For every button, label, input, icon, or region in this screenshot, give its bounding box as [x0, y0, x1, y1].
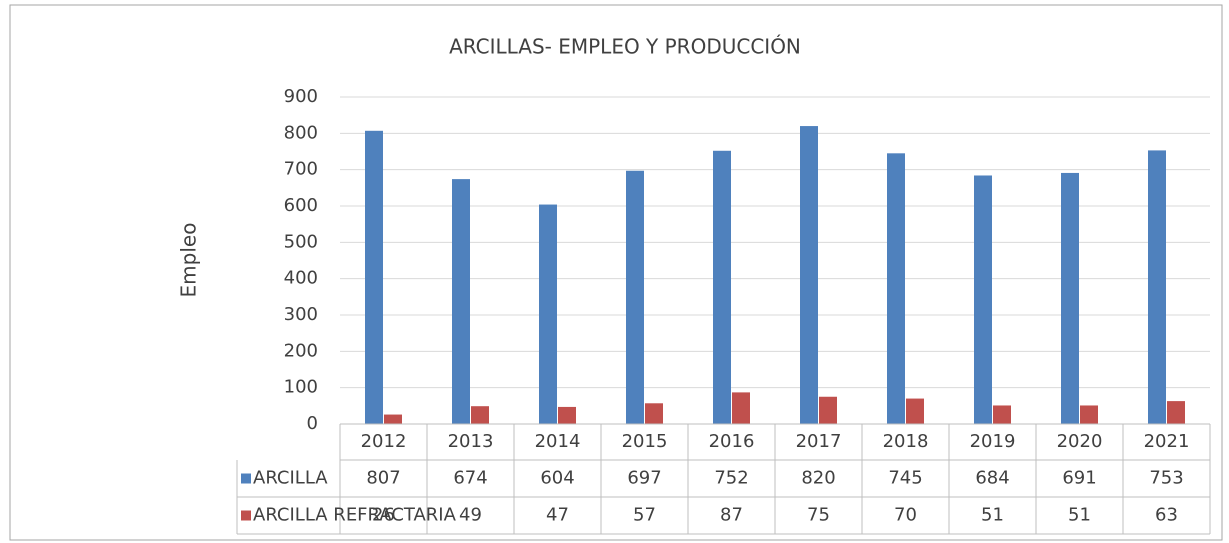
table-value: 807	[366, 468, 400, 489]
table-value: 691	[1062, 468, 1096, 489]
bar	[1080, 405, 1098, 424]
table-value: 752	[714, 468, 748, 489]
y-tick-label: 200	[284, 340, 318, 361]
table-value: 26	[372, 505, 395, 526]
y-tick-label: 600	[284, 195, 318, 216]
table-value: 49	[459, 505, 482, 526]
table-value: 820	[801, 468, 835, 489]
x-tick-label: 2016	[709, 431, 755, 452]
bar	[819, 396, 837, 424]
x-tick-label: 2019	[970, 431, 1016, 452]
bar	[645, 403, 663, 424]
table-value: 745	[888, 468, 922, 489]
bar	[626, 170, 644, 424]
bar	[539, 204, 557, 424]
y-tick-label: 500	[284, 231, 318, 252]
x-tick-label: 2013	[448, 431, 494, 452]
table-value: 674	[453, 468, 487, 489]
bar	[471, 406, 489, 424]
legend-key	[241, 473, 251, 484]
y-tick-label: 300	[284, 304, 318, 325]
table-value: 51	[1068, 505, 1091, 526]
table-value: 697	[627, 468, 661, 489]
bar	[732, 392, 750, 424]
x-tick-label: 2020	[1057, 431, 1103, 452]
chart-title: ARCILLAS- EMPLEO Y PRODUCCIÓN	[449, 35, 801, 59]
table-value: 51	[981, 505, 1004, 526]
x-tick-label: 2014	[535, 431, 581, 452]
y-axis-label: Empleo	[177, 223, 201, 298]
bar	[906, 398, 924, 424]
x-tick-label: 2018	[883, 431, 929, 452]
table-value: 47	[546, 505, 569, 526]
y-tick-label: 900	[284, 86, 318, 107]
table-value: 684	[975, 468, 1009, 489]
bar	[1148, 150, 1166, 424]
legend-key	[241, 510, 251, 521]
y-tick-label: 400	[284, 268, 318, 289]
bar	[800, 126, 818, 425]
bar	[1167, 401, 1185, 424]
table-value: 604	[540, 468, 574, 489]
bar	[1061, 172, 1079, 424]
legend-label: ARCILLA REFRACTARIA	[253, 505, 457, 526]
bar	[365, 130, 383, 425]
x-tick-label: 2017	[796, 431, 842, 452]
y-tick-label: 700	[284, 159, 318, 180]
chart-border	[9, 4, 1223, 541]
bar	[384, 414, 402, 424]
legend-label: ARCILLA	[253, 468, 328, 489]
bar	[452, 179, 470, 424]
bar	[974, 175, 992, 424]
table-value: 87	[720, 505, 743, 526]
bar	[713, 150, 731, 425]
bar	[993, 405, 1011, 424]
bar	[558, 406, 576, 424]
bar	[887, 153, 905, 425]
table-value: 75	[807, 505, 830, 526]
table-value: 753	[1149, 468, 1183, 489]
table-value: 57	[633, 505, 656, 526]
x-tick-label: 2012	[361, 431, 407, 452]
y-tick-label: 800	[284, 122, 318, 143]
y-tick-label: 100	[284, 377, 318, 398]
table-value: 63	[1155, 505, 1178, 526]
table-value: 70	[894, 505, 917, 526]
y-tick-label: 0	[307, 413, 318, 434]
x-tick-label: 2021	[1144, 431, 1190, 452]
x-tick-label: 2015	[622, 431, 668, 452]
